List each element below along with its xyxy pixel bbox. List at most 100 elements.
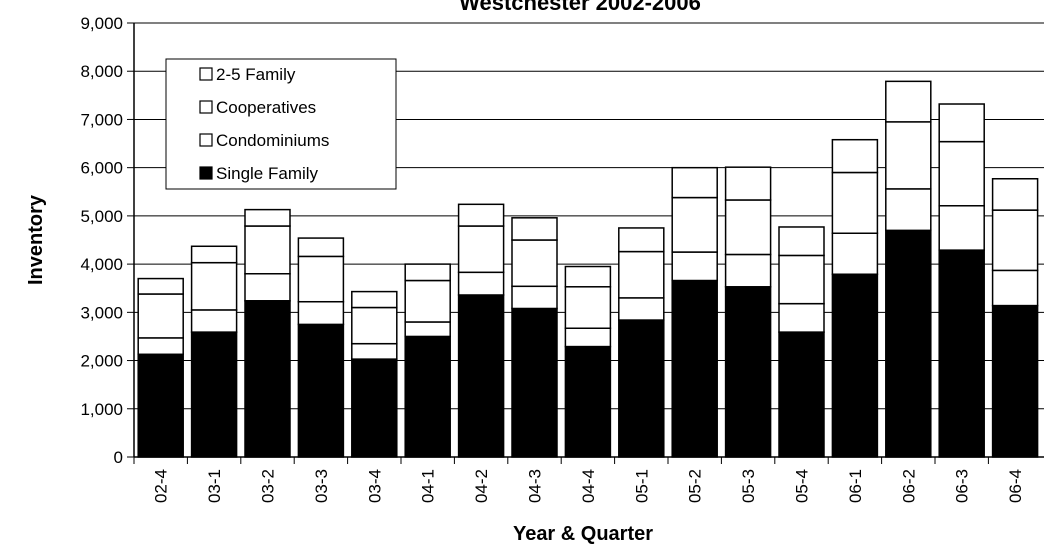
bar-single-family bbox=[244, 300, 291, 458]
bar-2-5-family bbox=[457, 203, 505, 227]
legend-label-2-5-family: 2-5 Family bbox=[216, 65, 296, 84]
y-tick-label: 9,000 bbox=[80, 14, 123, 33]
bar-condominiums bbox=[671, 251, 718, 282]
bar-condominiums bbox=[351, 342, 398, 360]
y-tick-label: 2,000 bbox=[80, 352, 123, 371]
legend-label-single-family: Single Family bbox=[216, 164, 319, 183]
bar-single-family bbox=[564, 345, 612, 458]
bar-2-5-family bbox=[724, 166, 772, 201]
x-tick-label: 04-2 bbox=[472, 469, 491, 503]
bar-single-family bbox=[351, 358, 398, 458]
bar-2-5-family bbox=[244, 208, 291, 227]
bar-condominiums bbox=[724, 253, 772, 288]
bar-single-family bbox=[137, 353, 184, 458]
x-tick-label: 03-2 bbox=[259, 469, 278, 503]
bar-2-5-family bbox=[297, 237, 345, 258]
bar-single-family bbox=[618, 319, 665, 458]
bar-condominiums bbox=[137, 337, 184, 356]
x-tick-label: 04-3 bbox=[526, 469, 545, 503]
x-tick-label: 04-4 bbox=[579, 469, 598, 503]
bar-condominiums bbox=[778, 302, 825, 333]
bar-cooperatives bbox=[778, 254, 825, 305]
bar-2-5-family bbox=[778, 226, 825, 257]
bar-cooperatives bbox=[671, 196, 718, 253]
bar-2-5-family bbox=[404, 263, 451, 282]
y-tick-label: 5,000 bbox=[80, 207, 123, 226]
bar-single-family bbox=[831, 273, 879, 458]
x-tick-label: 02-4 bbox=[152, 469, 171, 503]
bar-cooperatives bbox=[724, 199, 772, 256]
bar-2-5-family bbox=[831, 138, 879, 174]
bar-single-family bbox=[671, 279, 718, 458]
bar-condominiums bbox=[938, 205, 985, 251]
x-axis-title: Year & Quarter bbox=[513, 523, 653, 545]
bar-2-5-family bbox=[938, 103, 985, 143]
x-tick-label: 06-4 bbox=[1006, 469, 1025, 503]
y-tick-label: 6,000 bbox=[80, 159, 123, 178]
bar-single-family bbox=[778, 331, 825, 458]
bar-condominiums bbox=[244, 273, 291, 302]
bar-2-5-family bbox=[991, 178, 1039, 211]
legend-swatch-condominiums bbox=[199, 133, 213, 147]
bar-condominiums bbox=[190, 309, 238, 333]
x-tick-label: 05-2 bbox=[686, 469, 705, 503]
bar-cooperatives bbox=[244, 225, 291, 275]
bar-single-family bbox=[991, 304, 1039, 458]
y-tick-label: 4,000 bbox=[80, 255, 123, 274]
y-tick-label: 0 bbox=[114, 448, 123, 467]
bar-condominiums bbox=[618, 297, 665, 321]
bar-condominiums bbox=[564, 327, 612, 348]
bar-cooperatives bbox=[190, 261, 238, 311]
bar-2-5-family bbox=[190, 245, 238, 264]
y-axis-title: Inventory bbox=[25, 194, 47, 285]
bar-cooperatives bbox=[938, 140, 985, 207]
bar-2-5-family bbox=[885, 80, 932, 123]
y-tick-label: 3,000 bbox=[80, 303, 123, 322]
axes: 0 1,000 2,000 3,000 4,000 5,000 6,000 7,000 8,00… bbox=[80, 14, 1044, 503]
bar-cooperatives bbox=[511, 239, 558, 288]
bar-single-family bbox=[511, 307, 558, 458]
x-tick-label: 06-1 bbox=[846, 469, 865, 503]
x-tick-label: 05-1 bbox=[632, 469, 651, 503]
legend-swatch-2-5-family bbox=[199, 67, 213, 81]
bar-condominiums bbox=[511, 285, 558, 310]
bar-condominiums bbox=[991, 269, 1039, 307]
bar-2-5-family bbox=[618, 227, 665, 253]
bar-single-family bbox=[885, 229, 932, 458]
legend-label-condominiums: Condominiums bbox=[216, 131, 329, 150]
legend-swatch-single-family bbox=[199, 166, 213, 180]
x-tick-label: 05-3 bbox=[739, 469, 758, 503]
bar-cooperatives bbox=[618, 250, 665, 299]
x-tick-label: 04-1 bbox=[419, 469, 438, 503]
bar-2-5-family bbox=[351, 290, 398, 309]
bar-cooperatives bbox=[885, 121, 932, 190]
chart-title: Westchester 2002-2006 bbox=[459, 0, 701, 15]
bar-cooperatives bbox=[137, 293, 184, 339]
bar-cooperatives bbox=[831, 171, 879, 234]
bar-cooperatives bbox=[457, 225, 505, 274]
bar-single-family bbox=[724, 286, 772, 458]
bar-condominiums bbox=[885, 188, 932, 232]
x-tick-label: 03-4 bbox=[365, 469, 384, 503]
bar-single-family bbox=[297, 323, 345, 458]
bar-single-family bbox=[457, 294, 505, 458]
legend: 2-5 Family Cooperatives Condominiums Single… bbox=[165, 58, 397, 190]
bar-cooperatives bbox=[564, 286, 612, 329]
y-tick-label: 1,000 bbox=[80, 400, 123, 419]
bar-cooperatives bbox=[297, 255, 345, 303]
bar-2-5-family bbox=[564, 265, 612, 288]
bar-single-family bbox=[938, 249, 985, 458]
x-tick-label: 06-2 bbox=[899, 469, 918, 503]
bar-cooperatives bbox=[351, 306, 398, 345]
bars bbox=[137, 80, 1039, 458]
x-tick-label: 06-3 bbox=[953, 469, 972, 503]
bar-single-family bbox=[190, 331, 238, 458]
x-tick-label: 03-1 bbox=[205, 469, 224, 503]
x-tick-label: 05-4 bbox=[793, 469, 812, 503]
bar-2-5-family bbox=[137, 277, 184, 295]
bar-condominiums bbox=[404, 321, 451, 338]
bar-condominiums bbox=[831, 232, 879, 275]
bar-2-5-family bbox=[671, 166, 718, 199]
